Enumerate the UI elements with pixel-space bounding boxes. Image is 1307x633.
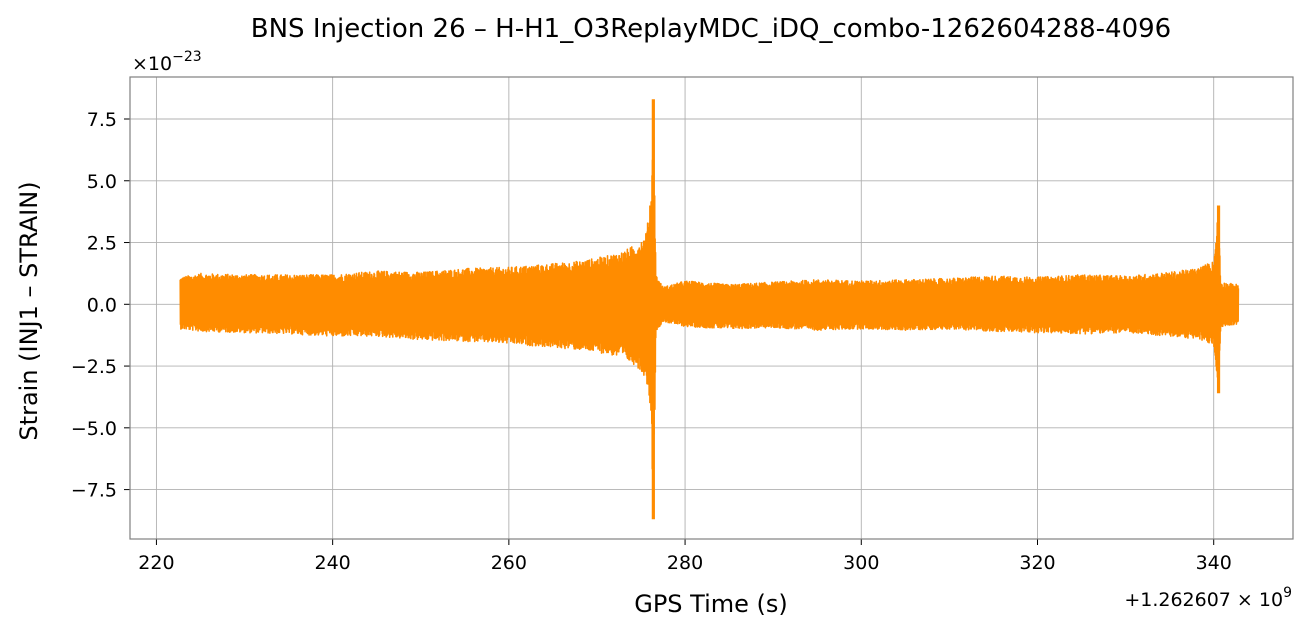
x-tick-label: 320 <box>1019 552 1055 574</box>
tick-labels: 220 240 260 280 300 320 340 −7.5 −5.0 −2.5 0.0 2.5 5… <box>71 109 1232 574</box>
axes <box>124 76 1294 545</box>
y-axis-label: Strain (INJ1 – STRAIN) <box>15 181 43 440</box>
x-tick-label: 300 <box>843 552 879 574</box>
y-tick-label: 5.0 <box>87 171 117 193</box>
chart-title: BNS Injection 26 – H-H1_O3ReplayMDC_iDQ_… <box>251 14 1171 44</box>
y-tick-label: −5.0 <box>71 418 117 440</box>
x-axis-label: GPS Time (s) <box>634 590 788 618</box>
plot-area <box>179 99 1240 520</box>
y-tick-label: 7.5 <box>87 109 117 131</box>
y-axis-multiplier: ×10−23 <box>132 49 202 75</box>
x-tick-label: 280 <box>667 552 703 574</box>
axes-frame <box>129 76 1294 540</box>
series-line <box>179 106 1240 509</box>
y-tick-label: 0.0 <box>87 294 117 316</box>
x-tick-label: 220 <box>138 552 174 574</box>
x-tick-label: 240 <box>315 552 351 574</box>
y-tick-label: −7.5 <box>71 480 117 502</box>
x-tick-label: 340 <box>1196 552 1232 574</box>
y-tick-label: 2.5 <box>87 233 117 255</box>
x-axis-offset: +1.262607 × 109 <box>1124 585 1292 611</box>
y-tick-label: −2.5 <box>71 356 117 378</box>
x-tick-label: 260 <box>491 552 527 574</box>
